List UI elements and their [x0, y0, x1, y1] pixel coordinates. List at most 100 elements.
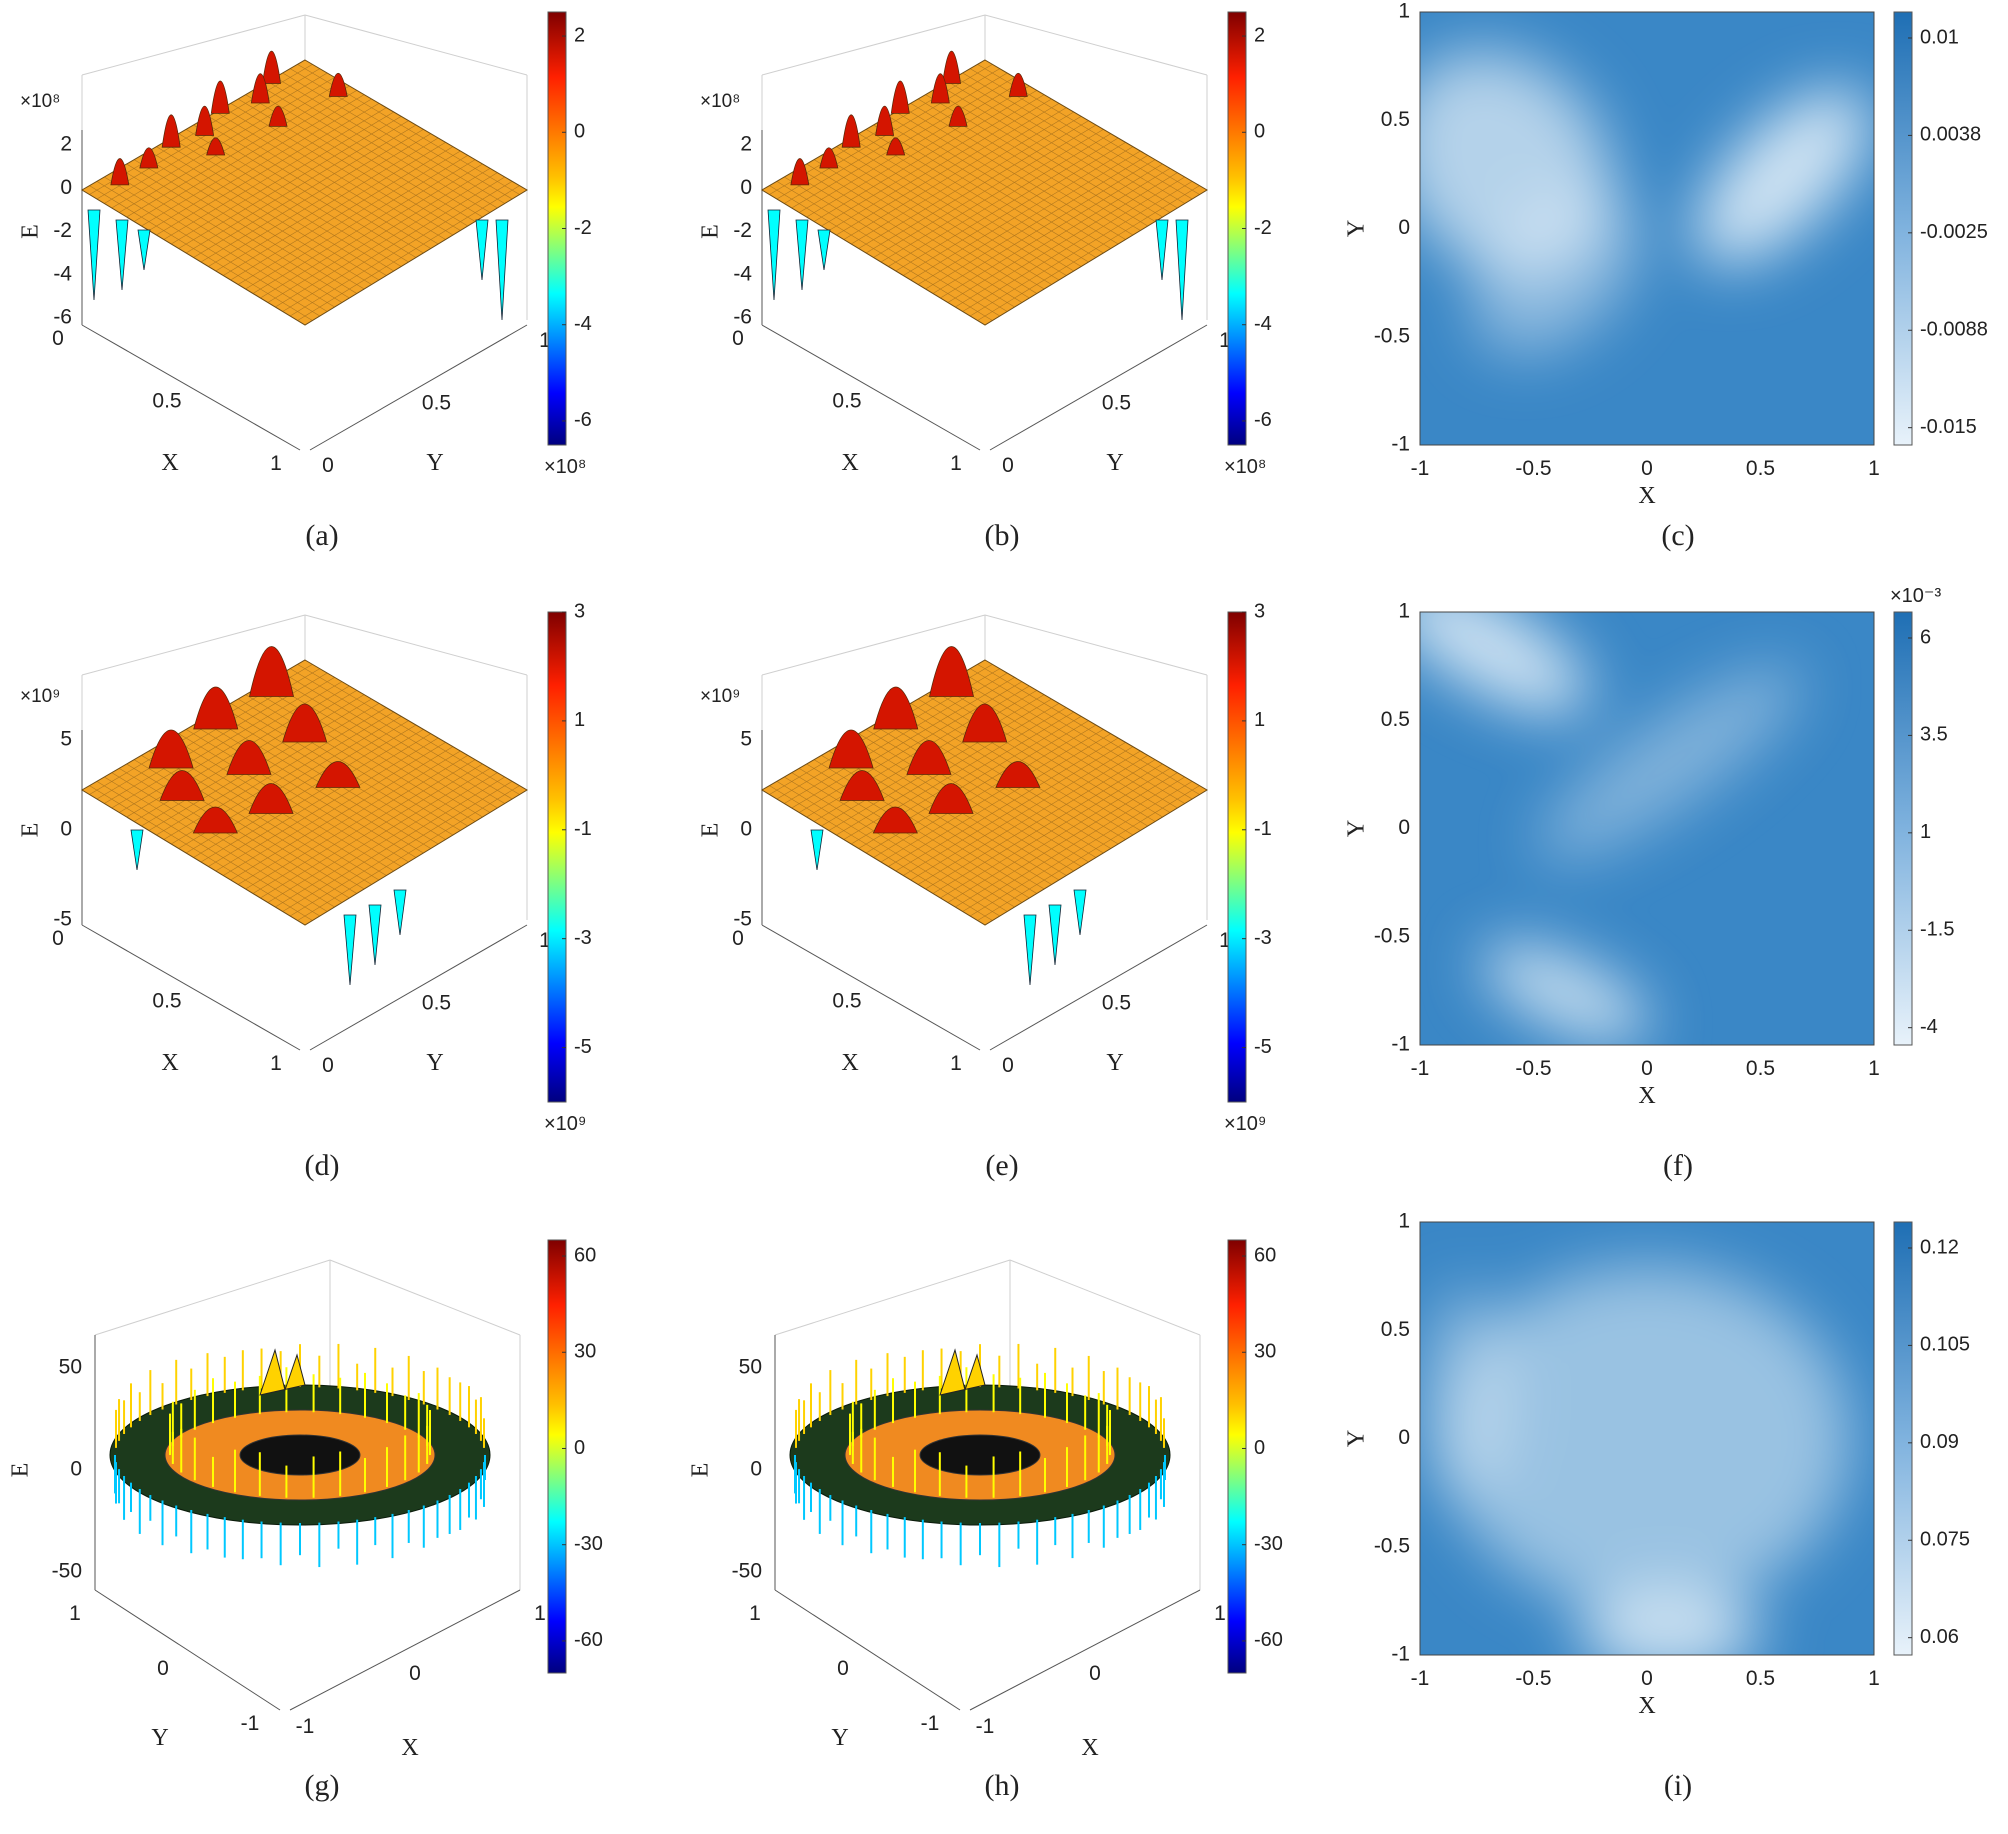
x-axis-label: X [1638, 483, 1655, 509]
x-tick-label: -1 [1411, 1667, 1430, 1690]
z-axis-label: E [688, 1463, 714, 1478]
floor-axes [761, 730, 1208, 1051]
surface-dip [795, 219, 809, 291]
colorbar-tick-label: -3 [1254, 927, 1272, 949]
z-tick-label: 50 [739, 1356, 762, 1379]
panel-c: (c) -1 -0.5 0 0.5 1 X 1 0.5 0 -0.5 -1 Y 0.01 0.0038 -0.… [1344, 0, 1988, 552]
colorbar-tick-label: -1 [1254, 818, 1272, 840]
colorbar-tick-label: 0.12 [1920, 1236, 1959, 1258]
x-tick-label: 0 [52, 927, 64, 950]
y-tick-label: 0.5 [1102, 392, 1131, 415]
z-exponent: ×10⁹ [700, 686, 740, 707]
colorbar-tick-label: 0 [1254, 121, 1265, 143]
panel-caption: (h) [985, 1769, 1020, 1802]
y-tick-label: 0.5 [1381, 708, 1410, 731]
colorbar-tick-label: 0.0038 [1920, 124, 1981, 146]
surface-peak [159, 770, 205, 801]
x-tick-label: -1 [1411, 1057, 1430, 1080]
y-tick-label: 1 [1219, 929, 1231, 952]
surface [81, 50, 528, 326]
y-axis-label: Y [1344, 220, 1370, 237]
x-tick-label: -0.5 [1515, 1057, 1551, 1080]
y-tick-label: 0 [1002, 454, 1014, 477]
y-axis-label: Y [151, 1725, 168, 1751]
colorbar-tick-label: -5 [1254, 1036, 1272, 1058]
surface-peak [839, 770, 885, 801]
x-axis-label: X [841, 450, 858, 476]
colorbar-tick-label: 0.105 [1920, 1334, 1970, 1356]
z-tick-label: 2 [740, 133, 752, 156]
colorbar-tick-label: 0 [1254, 1437, 1265, 1459]
colorbar-tick-label: 0.01 [1920, 26, 1959, 48]
y-tick-label: 0 [1398, 1426, 1410, 1449]
colorbar-tick-label: -1.5 [1920, 919, 1954, 941]
surface-peak [875, 105, 895, 136]
heatmap-region [1481, 943, 1649, 1043]
colorbar [1227, 1239, 1247, 1674]
surface-peak [939, 1348, 986, 1396]
surface-dip [1155, 219, 1169, 281]
heatmap-region [1694, 88, 1872, 265]
surface-mesh [89, 664, 520, 921]
x-tick-label: -1 [296, 1715, 315, 1738]
surface [81, 646, 528, 986]
y-tick-label: 0 [322, 454, 334, 477]
colorbar-tick-label: -4 [1920, 1016, 1938, 1038]
heatmap-region [1420, 612, 1589, 715]
y-tick-label: 1 [1219, 329, 1231, 352]
surface-center [919, 1434, 1041, 1476]
panel-caption: (e) [985, 1149, 1018, 1182]
y-tick-label: -0.5 [1374, 1534, 1410, 1557]
x-axis-label: X [841, 1050, 858, 1076]
colorbar-tick-label: 6 [1920, 626, 1931, 648]
surface-dip [87, 209, 101, 301]
surface-dip [1023, 914, 1037, 986]
z-tick-label: -2 [733, 219, 752, 242]
x-axis-label: X [1638, 1083, 1655, 1109]
surface [109, 1343, 491, 1568]
surface-dip [1048, 904, 1062, 966]
surface-dip [137, 229, 151, 271]
colorbar-tick-label: 0.09 [1920, 1431, 1959, 1453]
panel-f: (f) -1 -0.5 0 0.5 1 X 1 0.5 0 -0.5 -1 Y 6 3.5 1 -1.5 -4 ×1… [1344, 585, 1955, 1182]
y-axis-label: Y [426, 1050, 443, 1076]
colorbar-tick-label: 1 [574, 709, 585, 731]
surface-peak [948, 105, 968, 127]
x-axis-label: X [1081, 1735, 1098, 1761]
heatmap-region [1471, 187, 1641, 357]
surface-peak [995, 761, 1041, 788]
z-tick-label: 0 [740, 176, 752, 199]
y-tick-label: 0 [1398, 816, 1410, 839]
y-tick-label: 0.5 [1381, 1318, 1410, 1341]
z-tick-label: -5 [53, 908, 72, 931]
y-tick-label: 1 [539, 329, 551, 352]
x-axis-label: X [1638, 1693, 1655, 1719]
colorbar-tick-label: 2 [574, 24, 585, 46]
colorbar-tick-label: 60 [574, 1244, 596, 1266]
x-tick-label: 0.5 [1746, 1057, 1775, 1080]
surface-peak [161, 114, 181, 148]
x-tick-label: 0 [409, 1662, 421, 1685]
surface-dip [475, 219, 489, 281]
surface-peak [193, 686, 239, 730]
colorbar-exponent: ×10⁸ [1224, 456, 1266, 478]
surface-peak [250, 73, 270, 104]
surface [761, 646, 1208, 986]
surface-dip [130, 829, 144, 871]
floor-axes [94, 1335, 521, 1711]
x-tick-label: 0.5 [1746, 457, 1775, 480]
panel-caption: (g) [305, 1769, 340, 1802]
z-axis-label: E [18, 823, 44, 838]
panel-h: (h) 50 0 -50 E 1 0 -1 Y -1 0 1 X 60 30 0 -30 -60 [688, 1239, 1283, 1802]
colorbar-tick-label: 0 [574, 1437, 585, 1459]
colorbar-tick-label: -60 [574, 1629, 603, 1651]
surface-center [239, 1434, 361, 1476]
surface-peak [928, 783, 974, 814]
surface-dip [810, 829, 824, 871]
surface-dip [767, 209, 781, 301]
y-tick-label: -1 [1391, 1033, 1410, 1056]
colorbar-tick-label: 2 [1254, 24, 1265, 46]
y-axis-label: Y [831, 1725, 848, 1751]
x-tick-label: 0.5 [832, 390, 861, 413]
z-tick-label: 2 [60, 133, 72, 156]
